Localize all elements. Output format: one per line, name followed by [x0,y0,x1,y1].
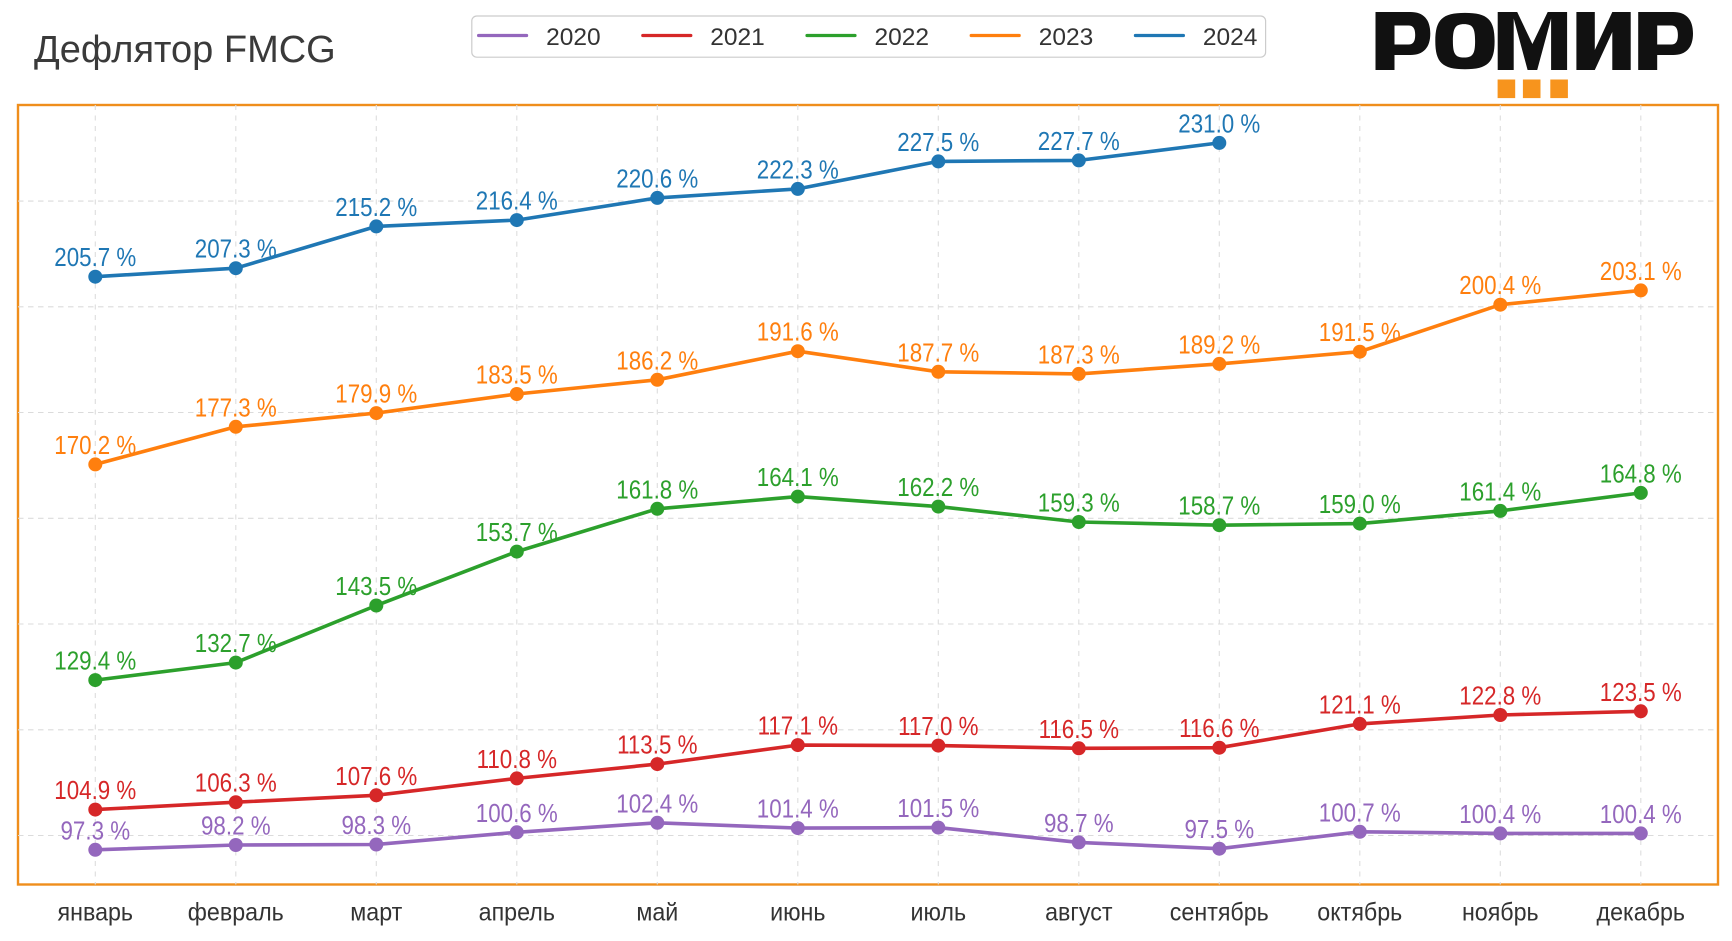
svg-text:ноябрь: ноябрь [1462,899,1539,927]
svg-text:161.8 %: 161.8 % [616,474,698,504]
svg-text:191.5 %: 191.5 % [1319,317,1401,347]
svg-text:123.5 %: 123.5 % [1600,677,1682,707]
svg-text:207.3 %: 207.3 % [195,234,277,264]
svg-text:220.6 %: 220.6 % [616,163,698,193]
svg-text:159.3 %: 159.3 % [1038,488,1120,518]
svg-text:2024: 2024 [1203,24,1258,51]
svg-text:97.5 %: 97.5 % [1185,814,1255,844]
svg-text:132.7 %: 132.7 % [195,628,277,658]
svg-text:2022: 2022 [875,24,930,51]
svg-text:187.7 %: 187.7 % [897,337,979,367]
svg-text:110.8 %: 110.8 % [477,744,557,774]
svg-text:январь: январь [58,899,134,927]
svg-text:сентябрь: сентябрь [1170,899,1269,927]
svg-text:200.4 %: 200.4 % [1459,270,1541,300]
svg-text:2020: 2020 [546,24,601,51]
svg-text:122.8 %: 122.8 % [1459,681,1541,711]
svg-text:100.4 %: 100.4 % [1600,799,1682,829]
svg-text:164.1 %: 164.1 % [757,462,839,492]
svg-text:117.1 %: 117.1 % [758,711,838,741]
svg-text:113.5 %: 113.5 % [617,730,697,760]
svg-text:июль: июль [911,899,967,927]
svg-text:191.6 %: 191.6 % [757,317,839,347]
svg-text:121.1 %: 121.1 % [1319,689,1401,719]
svg-text:100.7 %: 100.7 % [1319,797,1401,827]
svg-text:153.7 %: 153.7 % [476,517,558,547]
svg-text:116.5 %: 116.5 % [1039,714,1119,744]
svg-text:117.0 %: 117.0 % [898,711,978,741]
svg-text:143.5 %: 143.5 % [335,571,417,601]
svg-text:декабрь: декабрь [1597,899,1686,927]
svg-text:98.7 %: 98.7 % [1044,808,1114,838]
svg-text:215.2 %: 215.2 % [335,192,417,222]
svg-text:177.3 %: 177.3 % [195,392,277,422]
svg-text:164.8 %: 164.8 % [1600,458,1682,488]
svg-text:апрель: апрель [479,899,555,927]
svg-text:98.2 %: 98.2 % [201,811,271,841]
svg-text:2023: 2023 [1039,24,1094,51]
svg-text:116.6 %: 116.6 % [1179,713,1259,743]
svg-text:июнь: июнь [770,899,825,927]
svg-text:100.6 %: 100.6 % [476,798,558,828]
svg-text:106.3 %: 106.3 % [195,768,277,798]
svg-text:октябрь: октябрь [1317,899,1402,927]
svg-text:101.5 %: 101.5 % [897,793,979,823]
svg-text:159.0 %: 159.0 % [1319,489,1401,519]
svg-text:161.4 %: 161.4 % [1459,476,1541,506]
svg-text:170.2 %: 170.2 % [54,430,136,460]
svg-text:231.0 %: 231.0 % [1178,108,1260,138]
svg-text:179.9 %: 179.9 % [335,379,417,409]
svg-text:129.4 %: 129.4 % [54,646,136,676]
svg-text:102.4 %: 102.4 % [616,788,698,818]
svg-text:100.4 %: 100.4 % [1459,799,1541,829]
svg-text:203.1 %: 203.1 % [1600,256,1682,286]
svg-text:104.9 %: 104.9 % [54,775,136,805]
svg-text:107.6 %: 107.6 % [335,761,417,791]
svg-text:2021: 2021 [710,24,765,51]
svg-text:август: август [1045,899,1113,927]
svg-text:227.7 %: 227.7 % [1038,126,1120,156]
svg-text:98.3 %: 98.3 % [342,810,412,840]
svg-text:222.3 %: 222.3 % [757,154,839,184]
svg-text:227.5 %: 227.5 % [897,127,979,157]
svg-text:162.2 %: 162.2 % [897,472,979,502]
svg-text:186.2 %: 186.2 % [616,345,698,375]
svg-text:97.3 %: 97.3 % [61,815,131,845]
svg-text:101.4 %: 101.4 % [757,794,839,824]
svg-text:216.4 %: 216.4 % [476,186,558,216]
svg-text:158.7 %: 158.7 % [1178,491,1260,521]
svg-text:Дефлятор FMCG: Дефлятор FMCG [34,29,336,71]
svg-text:189.2 %: 189.2 % [1178,329,1260,359]
svg-text:183.5 %: 183.5 % [476,360,558,390]
svg-text:май: май [636,899,678,927]
svg-text:187.3 %: 187.3 % [1038,339,1120,369]
svg-text:февраль: февраль [188,899,284,927]
svg-text:март: март [350,899,403,927]
svg-text:205.7 %: 205.7 % [54,242,136,272]
